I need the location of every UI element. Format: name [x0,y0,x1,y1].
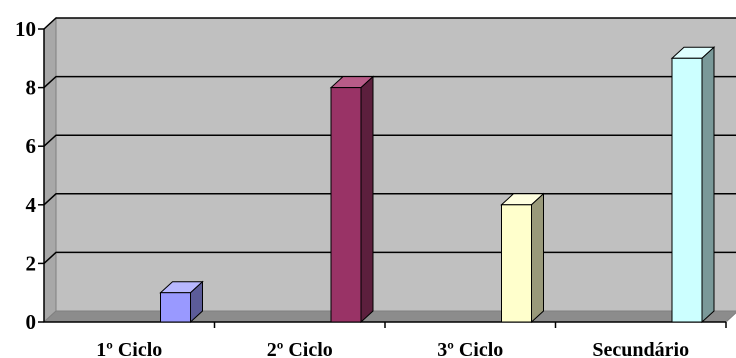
x-category-label: 3º Ciclo [437,339,503,358]
x-category-label: 1º Ciclo [96,339,162,358]
side-wall [43,16,57,324]
bars [159,46,716,324]
y-tick-label: 10 [15,17,36,41]
y-axis-ticks: 0 2 4 6 8 10 [15,17,44,334]
bar-side [360,75,374,324]
x-axis-labels: 1º Ciclo 2º Ciclo 3º Ciclo Secundário [96,339,689,358]
axes [43,29,727,328]
gridline [43,17,736,30]
bar-side [701,46,715,324]
x-category-label: Secundário [592,339,689,358]
bar-side [531,192,544,324]
floor [42,310,736,323]
y-tick-label: 2 [26,251,37,275]
bar-front [501,204,532,323]
bar-2 [329,75,375,324]
y-tick-label: 8 [26,76,37,100]
back-wall [55,17,736,312]
x-category-label: 2º Ciclo [267,339,333,358]
bar-front [160,292,191,323]
bar-4 [670,46,716,324]
gridline [43,75,736,89]
gridline [43,193,736,206]
y-tick-label: 6 [26,134,37,158]
bar-1 [159,280,204,324]
plot-walls [42,16,736,324]
bar-3 [500,192,545,324]
bar-front [330,87,362,323]
gridline [43,134,736,147]
y-tick-label: 4 [26,193,37,217]
bar-front [671,57,703,323]
y-tick-label: 0 [26,310,37,334]
